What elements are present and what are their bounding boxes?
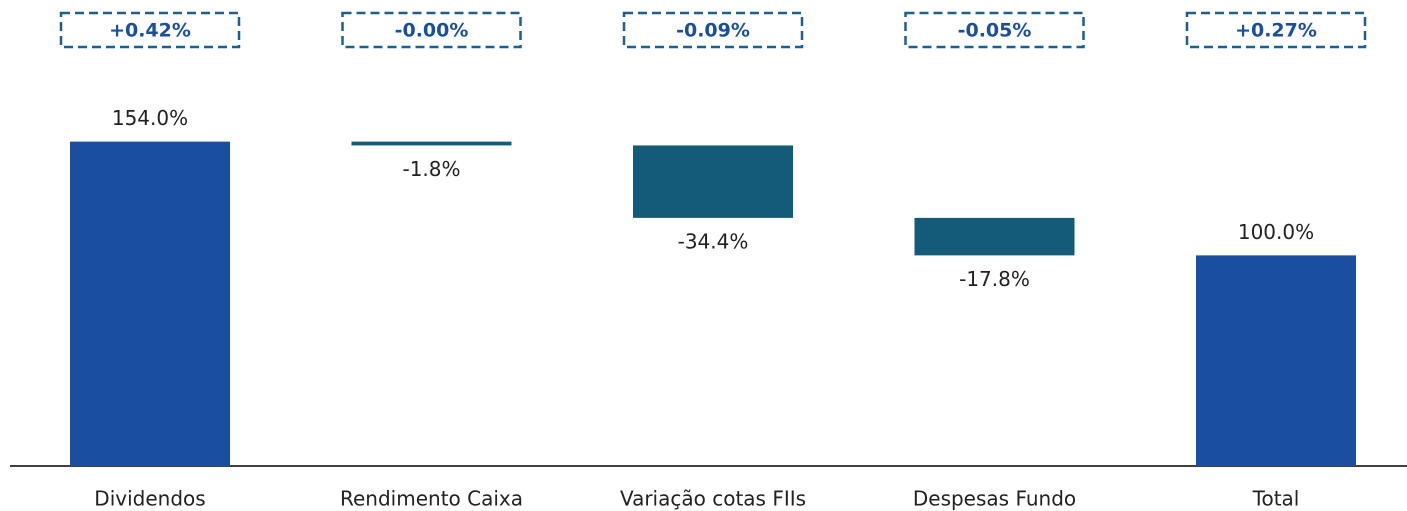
annotation: -0.05% bbox=[958, 20, 1032, 42]
bar bbox=[633, 145, 793, 218]
bar bbox=[1196, 255, 1356, 466]
annotation: -0.09% bbox=[676, 20, 750, 42]
bar bbox=[70, 141, 230, 466]
value-label: -1.8% bbox=[402, 157, 460, 181]
annotation: +0.27% bbox=[1235, 20, 1317, 42]
bar bbox=[351, 141, 512, 146]
bar bbox=[914, 217, 1075, 256]
annotation-box bbox=[904, 11, 1085, 49]
annotation-box bbox=[622, 11, 804, 49]
annotation: -0.00% bbox=[395, 20, 469, 42]
value-label: 100.0% bbox=[1238, 220, 1314, 244]
annotation-box bbox=[1185, 11, 1367, 49]
value-label: -17.8% bbox=[959, 267, 1030, 291]
annotation: +0.42% bbox=[109, 20, 191, 42]
annotation-box bbox=[341, 11, 522, 49]
x-tick-label: Despesas Fundo bbox=[913, 487, 1076, 511]
annotation-box bbox=[59, 11, 241, 49]
value-label: 154.0% bbox=[112, 106, 188, 130]
x-tick-label: Variação cotas FIIs bbox=[620, 487, 806, 511]
x-tick-label: Rendimento Caixa bbox=[340, 487, 523, 511]
value-label: -34.4% bbox=[678, 229, 749, 253]
x-tick-label: Total bbox=[1252, 487, 1300, 511]
x-tick-label: Dividendos bbox=[94, 487, 205, 511]
